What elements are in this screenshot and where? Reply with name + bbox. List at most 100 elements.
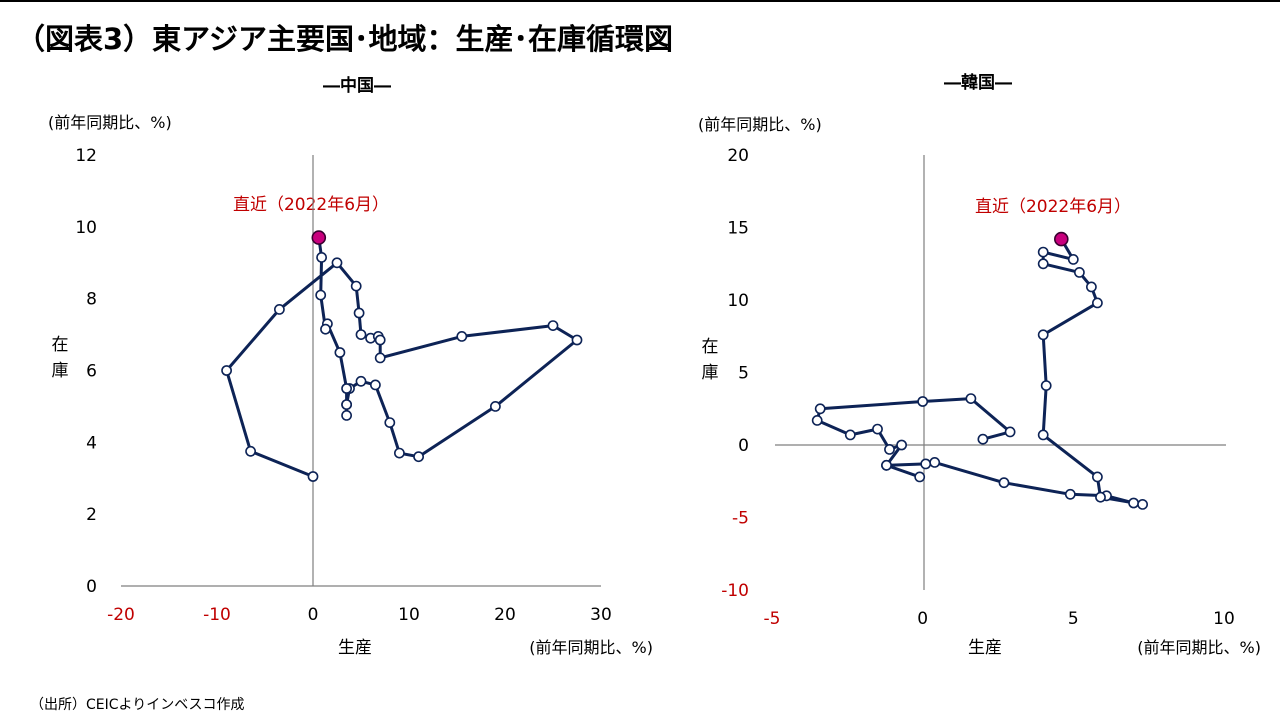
korea-x-tick-label: 5	[1068, 609, 1079, 629]
korea-data-point	[917, 396, 929, 407]
korea-y-axis-label-1: 在	[702, 337, 719, 357]
china-data-point	[384, 417, 396, 428]
korea-data-point	[872, 423, 883, 435]
china-data-point	[353, 307, 365, 319]
china-data-point	[341, 383, 352, 394]
source-note: （出所）CEICよりインベスコ作成	[30, 697, 245, 713]
korea-y-tick-label: -5	[732, 509, 749, 529]
korea-latest-point	[1054, 231, 1069, 247]
korea-data-point	[1074, 266, 1085, 278]
korea-data-point	[881, 459, 892, 471]
china-data-point	[456, 330, 468, 342]
korea-data-point	[896, 439, 907, 451]
china-data-point	[413, 451, 424, 463]
korea-data-point	[1037, 246, 1049, 258]
china-data-point	[331, 257, 343, 269]
china-latest-annotation: 直近（2022年6月）	[233, 195, 389, 215]
korea-data-point	[1092, 297, 1103, 309]
china-y-axis-label-1: 在	[52, 335, 69, 355]
korea-chart: ―韓国― (前年同期比、%) 在 庫 生産 (前年同期比、%) 直近（2022年…	[698, 72, 1261, 658]
china-y-tick-label: 2	[86, 505, 97, 525]
korea-y-axis-label-2: 庫	[702, 363, 719, 383]
korea-y-ticks: -10 -5 0 5 10 15 20	[721, 146, 749, 601]
korea-x-tick-label: 0	[917, 609, 928, 629]
china-x-unit-label: (前年同期比、%)	[529, 638, 653, 657]
china-latest-point	[311, 230, 327, 245]
korea-data-point	[844, 429, 856, 441]
korea-data-point	[1086, 281, 1097, 293]
china-data-point	[315, 289, 327, 301]
china-x-tick-label: 0	[308, 605, 319, 625]
korea-data-point	[977, 433, 989, 445]
china-data-point	[320, 323, 331, 335]
korea-data-point	[814, 403, 826, 415]
korea-x-unit-label: (前年同期比、%)	[1137, 638, 1261, 657]
china-data-point	[355, 329, 367, 340]
china-y-tick-label: 4	[86, 433, 97, 453]
china-y-ticks: 0 2 4 6 8 10 12	[75, 146, 97, 597]
china-x-tick-label: 10	[398, 605, 420, 625]
china-y-tick-label: 12	[75, 146, 97, 166]
china-data-point	[316, 251, 327, 263]
china-x-tick-label: -10	[203, 605, 231, 625]
china-x-axis-label: 生産	[338, 638, 372, 658]
korea-chart-title: ―韓国―	[944, 72, 1012, 93]
china-x-tick-label: -20	[107, 605, 135, 625]
korea-data-point	[884, 443, 895, 455]
china-data-point	[334, 347, 346, 358]
korea-data-point	[1064, 488, 1076, 500]
china-y-axis-label-2: 庫	[52, 361, 69, 381]
korea-data-point	[1037, 329, 1049, 341]
china-data-point	[547, 320, 559, 331]
korea-data-point	[1004, 426, 1016, 438]
china-data-point	[221, 365, 232, 376]
figure-title: （図表3）東アジア主要国･地域：生産･在庫循環図	[16, 22, 674, 56]
china-x-tick-label: 20	[494, 605, 516, 625]
korea-data-point	[1037, 429, 1049, 441]
korea-data-point	[929, 456, 941, 468]
korea-data-point	[920, 458, 932, 470]
top-border-line	[0, 0, 1280, 2]
korea-y-tick-label: 15	[727, 219, 749, 239]
china-data-point	[393, 447, 405, 459]
korea-data-point	[811, 414, 823, 426]
china-data-point	[245, 445, 256, 457]
korea-data-point	[1128, 497, 1139, 509]
china-x-tick-label: 30	[590, 605, 612, 625]
china-data-point	[571, 334, 583, 346]
china-data-point	[341, 409, 352, 421]
china-data-point	[369, 379, 381, 391]
china-data-point	[341, 399, 352, 410]
korea-x-ticks: -5 0 5 10	[764, 609, 1235, 629]
china-chart-title: ―中国―	[323, 75, 391, 96]
korea-series-line	[815, 238, 1145, 506]
korea-x-tick-label: 10	[1213, 609, 1235, 629]
korea-y-tick-label: 5	[738, 364, 749, 384]
korea-data-point	[998, 477, 1010, 489]
korea-data-point	[1037, 258, 1049, 270]
korea-y-tick-label: 10	[727, 291, 749, 311]
korea-y-tick-label: -10	[721, 581, 749, 601]
korea-y-unit-label: (前年同期比、%)	[698, 115, 822, 134]
china-chart: ―中国― (前年同期比、%) 在 庫 生産 (前年同期比、%) 直近（2022年…	[48, 75, 653, 658]
korea-data-point	[1040, 380, 1052, 391]
korea-data-point	[1095, 491, 1106, 503]
china-y-tick-label: 6	[86, 362, 97, 382]
korea-data-point	[1067, 253, 1079, 265]
korea-x-tick-label: -5	[764, 609, 781, 629]
korea-markers	[811, 231, 1148, 510]
korea-data-point	[914, 471, 926, 483]
korea-data-point	[1137, 498, 1148, 510]
korea-y-tick-label: 0	[738, 436, 749, 456]
korea-data-point	[1092, 471, 1103, 483]
korea-y-tick-label: 20	[727, 146, 749, 166]
china-y-unit-label: (前年同期比、%)	[48, 113, 172, 132]
china-y-tick-label: 10	[75, 218, 97, 238]
china-data-point	[489, 400, 501, 412]
china-x-ticks: -20 -10 0 10 20 30	[107, 605, 612, 625]
china-data-point	[355, 375, 367, 387]
china-data-point	[350, 280, 362, 292]
china-y-tick-label: 8	[86, 290, 97, 310]
china-data-point	[374, 334, 386, 346]
